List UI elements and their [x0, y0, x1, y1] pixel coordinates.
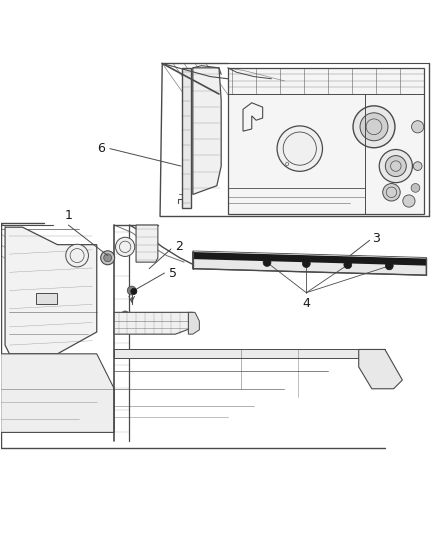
- Polygon shape: [5, 227, 97, 354]
- Circle shape: [101, 251, 115, 265]
- Text: 6: 6: [98, 142, 106, 155]
- Circle shape: [66, 244, 88, 267]
- Circle shape: [383, 183, 400, 201]
- Text: 2: 2: [175, 240, 183, 253]
- Polygon shape: [359, 350, 403, 389]
- Polygon shape: [35, 293, 57, 304]
- Polygon shape: [136, 225, 158, 262]
- Circle shape: [263, 259, 271, 266]
- Circle shape: [302, 260, 310, 268]
- Polygon shape: [114, 312, 193, 334]
- Polygon shape: [193, 68, 221, 195]
- Polygon shape: [193, 251, 426, 265]
- Circle shape: [411, 183, 420, 192]
- Circle shape: [360, 113, 388, 141]
- Circle shape: [353, 106, 395, 148]
- Text: 4: 4: [302, 297, 310, 310]
- Circle shape: [412, 120, 424, 133]
- Text: 5: 5: [169, 266, 177, 279]
- Circle shape: [385, 262, 393, 270]
- Polygon shape: [228, 68, 424, 214]
- Circle shape: [104, 254, 112, 262]
- Circle shape: [379, 149, 413, 183]
- Polygon shape: [193, 251, 426, 275]
- Circle shape: [385, 156, 406, 176]
- Text: 3: 3: [372, 232, 380, 245]
- Circle shape: [277, 126, 322, 171]
- Polygon shape: [182, 68, 191, 207]
- Text: 1: 1: [64, 208, 72, 222]
- Circle shape: [131, 288, 137, 294]
- Circle shape: [413, 161, 422, 171]
- Circle shape: [344, 261, 352, 269]
- Circle shape: [122, 311, 129, 318]
- Circle shape: [403, 195, 415, 207]
- Text: o: o: [285, 161, 289, 167]
- Circle shape: [127, 286, 136, 295]
- Polygon shape: [188, 312, 199, 334]
- Polygon shape: [1, 354, 114, 432]
- Circle shape: [116, 237, 135, 256]
- Polygon shape: [114, 350, 385, 358]
